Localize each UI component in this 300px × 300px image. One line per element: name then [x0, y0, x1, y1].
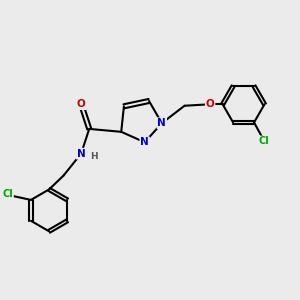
Text: N: N [158, 118, 166, 128]
Text: O: O [206, 99, 214, 109]
Text: O: O [77, 99, 85, 109]
Text: Cl: Cl [259, 136, 270, 146]
Text: N: N [140, 137, 149, 147]
Text: N: N [77, 148, 85, 159]
Text: Cl: Cl [2, 189, 13, 199]
Text: H: H [90, 152, 98, 161]
